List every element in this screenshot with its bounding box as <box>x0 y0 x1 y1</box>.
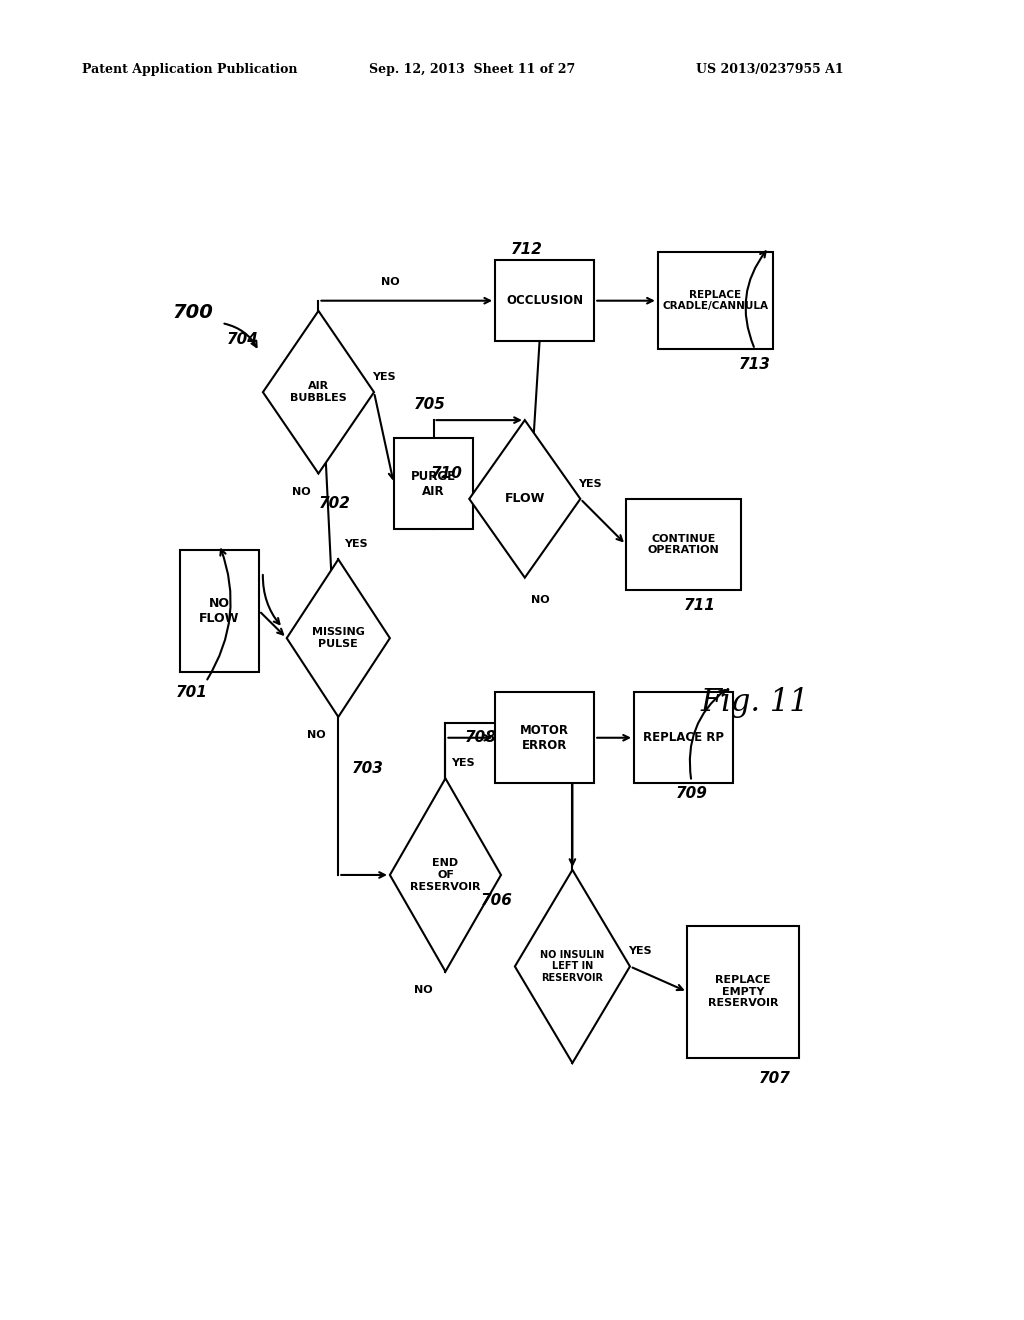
Text: YES: YES <box>628 946 651 956</box>
FancyBboxPatch shape <box>394 438 473 529</box>
Text: 701: 701 <box>175 685 208 700</box>
Text: 711: 711 <box>683 598 716 612</box>
FancyBboxPatch shape <box>657 252 773 348</box>
Text: NO
FLOW: NO FLOW <box>199 597 240 624</box>
Text: FLOW: FLOW <box>505 492 545 506</box>
Text: NO: NO <box>307 730 326 741</box>
Text: NO: NO <box>531 595 550 605</box>
Text: NO: NO <box>414 985 432 995</box>
Text: REPLACE
EMPTY
RESERVOIR: REPLACE EMPTY RESERVOIR <box>708 975 778 1008</box>
Text: MISSING
PULSE: MISSING PULSE <box>312 627 365 649</box>
Text: PURGE
AIR: PURGE AIR <box>411 470 456 498</box>
Polygon shape <box>469 420 581 578</box>
Text: OCCLUSION: OCCLUSION <box>506 294 584 308</box>
Text: END
OF
RESERVOIR: END OF RESERVOIR <box>411 858 480 891</box>
Text: 703: 703 <box>351 760 384 776</box>
Polygon shape <box>390 779 501 972</box>
FancyBboxPatch shape <box>634 692 733 784</box>
Text: Fig. 11: Fig. 11 <box>700 686 809 718</box>
Polygon shape <box>263 312 374 474</box>
Text: NO: NO <box>381 277 399 288</box>
Text: 709: 709 <box>676 787 708 801</box>
FancyBboxPatch shape <box>495 692 594 784</box>
Text: REPLACE
CRADLE/CANNULA: REPLACE CRADLE/CANNULA <box>663 290 768 312</box>
Text: REPLACE RP: REPLACE RP <box>643 731 724 744</box>
Text: 706: 706 <box>481 892 513 908</box>
Text: 708: 708 <box>465 730 497 746</box>
Text: 712: 712 <box>511 243 543 257</box>
Text: 705: 705 <box>414 397 445 412</box>
Text: CONTINUE
OPERATION: CONTINUE OPERATION <box>647 533 720 556</box>
Polygon shape <box>515 870 630 1063</box>
Text: YES: YES <box>344 539 368 549</box>
Text: YES: YES <box>372 372 395 381</box>
FancyBboxPatch shape <box>179 549 259 672</box>
Text: 707: 707 <box>759 1071 791 1086</box>
Text: 713: 713 <box>739 358 771 372</box>
Text: YES: YES <box>579 479 602 488</box>
FancyBboxPatch shape <box>626 499 741 590</box>
Text: Patent Application Publication: Patent Application Publication <box>82 63 297 77</box>
Text: 704: 704 <box>227 331 259 347</box>
Text: Sep. 12, 2013  Sheet 11 of 27: Sep. 12, 2013 Sheet 11 of 27 <box>369 63 574 77</box>
FancyBboxPatch shape <box>687 925 799 1057</box>
Text: NO INSULIN
LEFT IN
RESERVOIR: NO INSULIN LEFT IN RESERVOIR <box>541 950 604 983</box>
Text: 702: 702 <box>318 496 350 511</box>
Text: NO: NO <box>292 487 310 496</box>
Text: YES: YES <box>452 758 475 768</box>
Text: 710: 710 <box>431 466 463 480</box>
Text: AIR
BUBBLES: AIR BUBBLES <box>290 381 347 403</box>
Text: MOTOR
ERROR: MOTOR ERROR <box>520 723 569 752</box>
FancyBboxPatch shape <box>495 260 594 342</box>
Text: US 2013/0237955 A1: US 2013/0237955 A1 <box>696 63 844 77</box>
Text: 700: 700 <box>173 304 214 322</box>
Polygon shape <box>287 560 390 717</box>
